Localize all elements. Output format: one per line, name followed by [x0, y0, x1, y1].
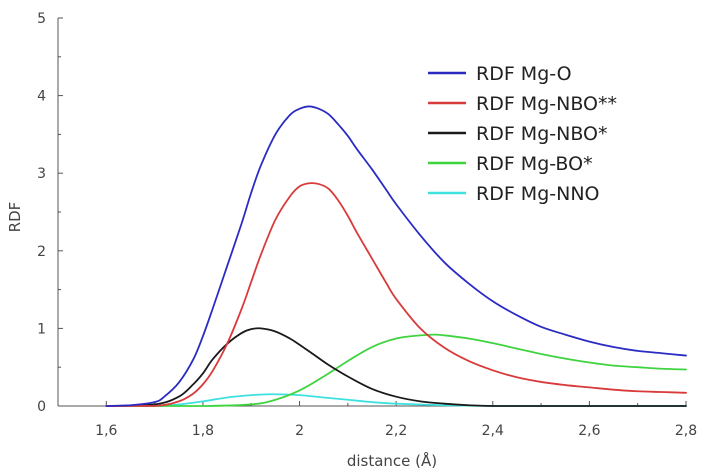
y-tick-label: 0: [37, 399, 46, 415]
x-tick-label: 1,8: [192, 423, 214, 439]
x-tick-label: 1,6: [95, 423, 117, 439]
x-tick-label: 2,4: [482, 423, 504, 439]
y-tick-label: 5: [37, 11, 46, 27]
legend-label: RDF Mg-O: [476, 63, 572, 85]
series-lines: [105, 105, 687, 407]
y-tick-label: 2: [37, 244, 46, 260]
x-tick-label: 2,2: [385, 423, 407, 439]
legend: RDF Mg-O RDF Mg-NBO** RDF Mg-NBO* RDF Mg-BO…: [428, 63, 617, 205]
axes: 0 1 2 3 4 5 1,6 1,8 2 2,2 2,4 2,6 2,8: [37, 11, 697, 439]
y-tick-label: 3: [37, 166, 46, 182]
series-line-rdf-mg-nbo: [105, 182, 687, 407]
x-tick-label: 2,6: [578, 423, 600, 439]
y-axis-title: RDF: [6, 202, 24, 233]
y-tick-label: 4: [37, 89, 46, 105]
legend-label: RDF Mg-BO*: [476, 153, 593, 175]
legend-label: RDF Mg-NBO**: [476, 93, 617, 115]
legend-label: RDF Mg-NNO: [476, 183, 600, 205]
series-line-rdf-mg-nbo: [105, 327, 687, 407]
series-line-rdf-mg-o: [105, 105, 687, 407]
y-tick-label: 1: [37, 321, 46, 337]
x-tick-label: 2: [295, 423, 304, 439]
legend-label: RDF Mg-NBO*: [476, 123, 607, 145]
series-line-rdf-mg-bo: [105, 333, 687, 407]
x-tick-label: 2,8: [675, 423, 697, 439]
x-axis-title: distance (Å): [347, 451, 437, 470]
